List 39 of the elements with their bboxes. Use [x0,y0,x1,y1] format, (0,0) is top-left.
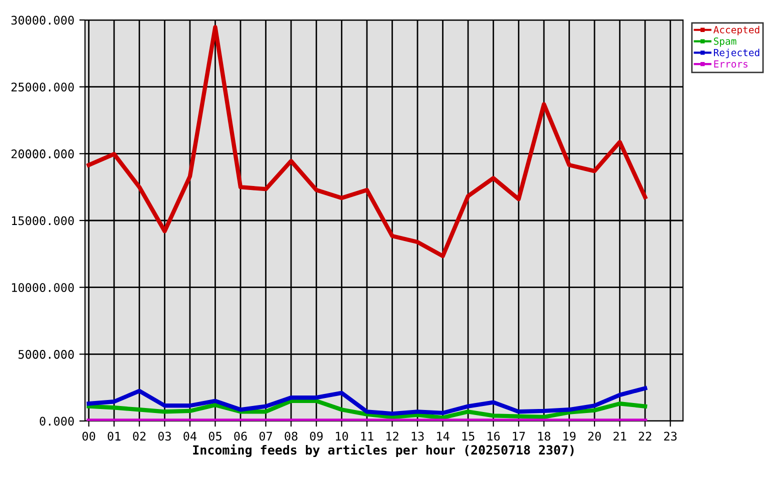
legend-label: Accepted [713,26,760,36]
y-tick-label: 15000.000 [12,216,74,226]
x-tick-label: 08 [284,432,298,441]
x-tick-label: 16 [488,432,500,441]
x-tick-label: 01 [108,432,120,441]
y-tick-label: 30000.000 [11,16,74,25]
x-tick-label: 19 [564,432,576,441]
x-tick-label: 22 [638,432,652,440]
line-series [86,398,648,420]
x-tick-label: 02 [133,432,146,441]
y-tick-label: 20000.000 [11,149,74,158]
line-series [86,386,648,416]
legend-label: Spam [714,37,736,47]
x-tick-label: 20 [588,432,601,441]
x-tick-label: 09 [310,432,323,441]
x-tick-label: 10 [336,432,348,441]
x-tick-label: 12 [386,432,398,440]
legend-label: Errors [714,60,748,68]
x-tick-label: 18 [538,432,550,441]
y-tick-label: 0.000 [40,416,74,426]
x-tick-label: 05 [208,432,222,441]
x-tick-label: 04 [184,432,196,441]
x-tick-label: 14 [437,432,450,440]
x-tick-label: 13 [412,432,424,441]
x-tick-label: 11 [361,432,374,440]
x-tick-label: 23 [664,432,677,441]
x-tick-label: 00 [82,432,96,441]
x-tick-label: 07 [259,432,272,441]
x-tick-label: 06 [234,432,247,441]
y-tick-label: 25000.000 [11,82,74,92]
x-tick-label: 15 [462,432,474,441]
y-tick-label: 10000.000 [12,283,74,292]
x-tick-label: 21 [614,432,626,440]
x-axis-title: Incoming feeds by articles per hour (20250718 2307) [193,444,574,458]
legend-label: Rejected [714,48,760,58]
line-series [86,25,648,258]
x-tick-label: 03 [158,432,171,441]
y-tick-label: 5000.000 [18,350,74,359]
x-tick-label: 17 [512,432,525,440]
